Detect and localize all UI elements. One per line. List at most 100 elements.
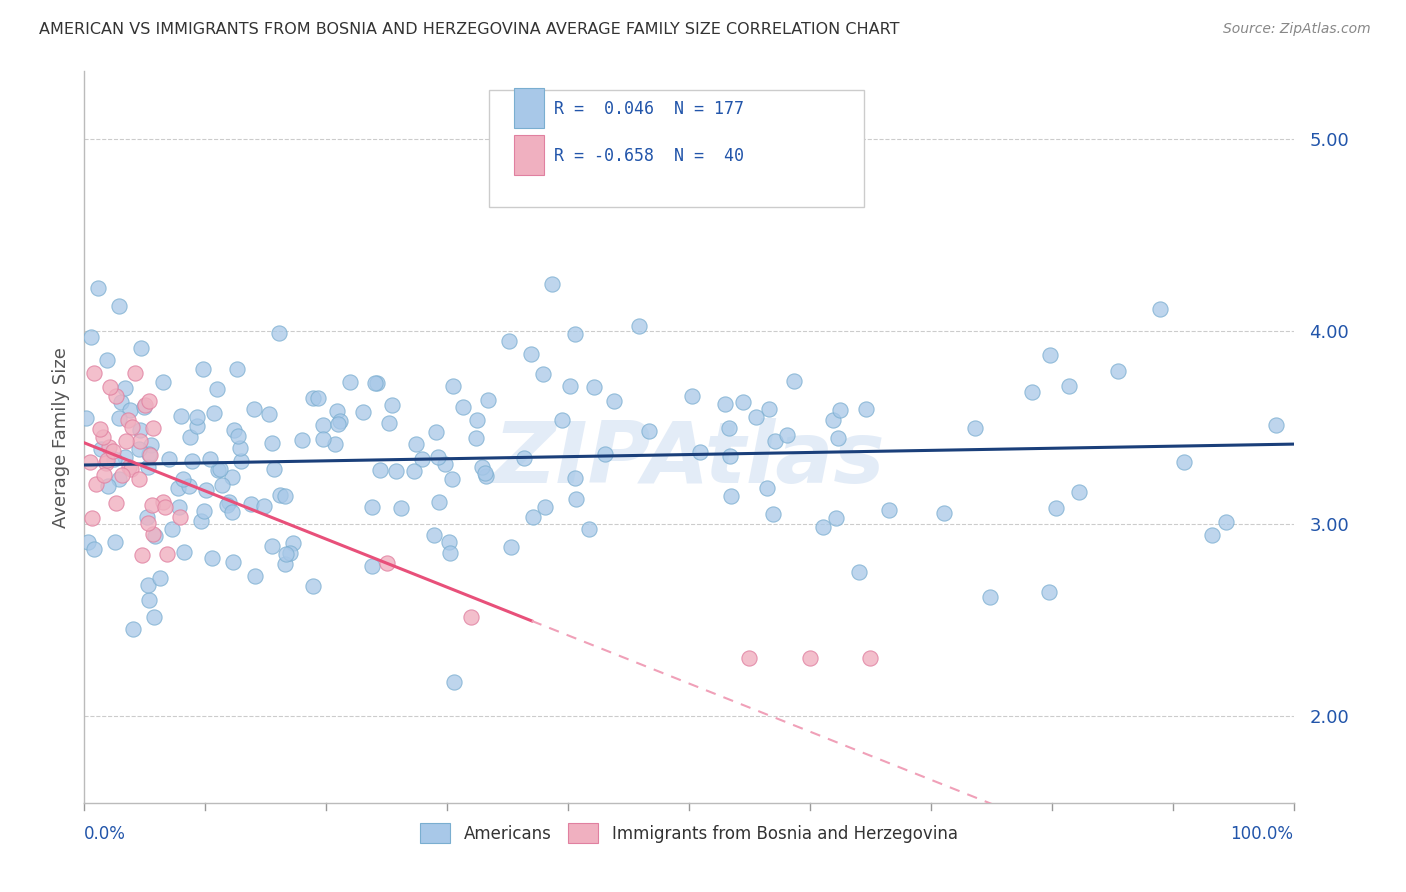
Point [124, 366, 146, 380]
Point [152, 495, 174, 509]
Point [1173, 455, 1195, 469]
Point [114, 450, 136, 464]
Point [745, 409, 768, 424]
Point [153, 500, 176, 514]
Point [136, 460, 159, 475]
Point [339, 376, 361, 390]
Point [221, 505, 243, 519]
Point [172, 472, 194, 486]
Point [273, 489, 295, 503]
Point [280, 546, 302, 560]
Point [681, 389, 703, 403]
Point [193, 504, 215, 518]
Point [385, 464, 408, 478]
Point [402, 464, 425, 478]
Point [131, 548, 153, 562]
Point [311, 432, 333, 446]
Point [103, 451, 125, 466]
Point [114, 434, 136, 449]
Point [638, 424, 661, 438]
Point [312, 418, 335, 433]
Point [135, 509, 157, 524]
Point [91, 430, 114, 444]
Point [221, 469, 243, 483]
Point [501, 540, 523, 554]
Point [811, 520, 834, 534]
Point [848, 565, 870, 579]
Point [1021, 384, 1043, 399]
Point [226, 362, 249, 376]
Point [477, 392, 499, 407]
Point [97, 479, 120, 493]
Point [110, 467, 132, 482]
Point [207, 463, 229, 477]
Point [79, 330, 101, 344]
Point [142, 610, 165, 624]
Point [375, 556, 398, 570]
Point [283, 536, 305, 550]
Point [132, 400, 155, 414]
Point [550, 413, 572, 427]
Point [1215, 515, 1237, 529]
Point [877, 503, 900, 517]
Point [564, 471, 586, 485]
Point [1264, 417, 1286, 432]
Point [855, 402, 877, 417]
Point [121, 622, 143, 636]
Point [138, 449, 160, 463]
Point [75, 411, 97, 425]
Legend: Americans, Immigrants from Bosnia and Herzegovina: Americans, Immigrants from Bosnia and He… [413, 817, 965, 849]
Point [1038, 585, 1060, 599]
Point [776, 428, 799, 442]
Point [243, 401, 266, 416]
Point [756, 481, 779, 495]
Text: R = -0.658  N =  40: R = -0.658 N = 40 [554, 147, 744, 165]
Y-axis label: Average Family Size: Average Family Size [52, 347, 70, 527]
Point [231, 453, 253, 467]
Point [731, 395, 754, 409]
Point [411, 452, 433, 467]
Point [253, 499, 276, 513]
Bar [513, 135, 544, 175]
Point [117, 413, 139, 427]
Point [583, 380, 606, 394]
Point [224, 423, 246, 437]
Point [142, 421, 165, 435]
Point [269, 326, 291, 340]
Point [193, 362, 215, 376]
Point [1057, 379, 1080, 393]
Point [142, 527, 165, 541]
Point [128, 442, 150, 456]
Point [799, 651, 821, 665]
Point [257, 407, 280, 421]
FancyBboxPatch shape [489, 90, 865, 207]
Point [1201, 528, 1223, 542]
Point [128, 472, 150, 486]
Point [169, 510, 191, 524]
Point [101, 444, 124, 458]
Point [433, 457, 456, 471]
Point [541, 277, 564, 292]
Point [229, 442, 252, 456]
Point [86, 477, 108, 491]
Point [439, 534, 461, 549]
Point [439, 546, 461, 560]
Point [169, 500, 191, 515]
Point [136, 577, 159, 591]
Point [138, 592, 160, 607]
Point [427, 495, 450, 509]
Point [405, 436, 427, 450]
Point [202, 406, 225, 420]
Point [564, 327, 586, 342]
Point [378, 416, 401, 430]
Text: R =  0.046  N = 177: R = 0.046 N = 177 [554, 101, 744, 119]
Point [534, 500, 557, 514]
Point [243, 568, 266, 582]
Point [118, 460, 141, 475]
Point [156, 547, 179, 561]
Point [360, 558, 382, 573]
Point [460, 609, 482, 624]
Point [451, 400, 474, 414]
Point [129, 424, 152, 438]
Point [269, 487, 291, 501]
